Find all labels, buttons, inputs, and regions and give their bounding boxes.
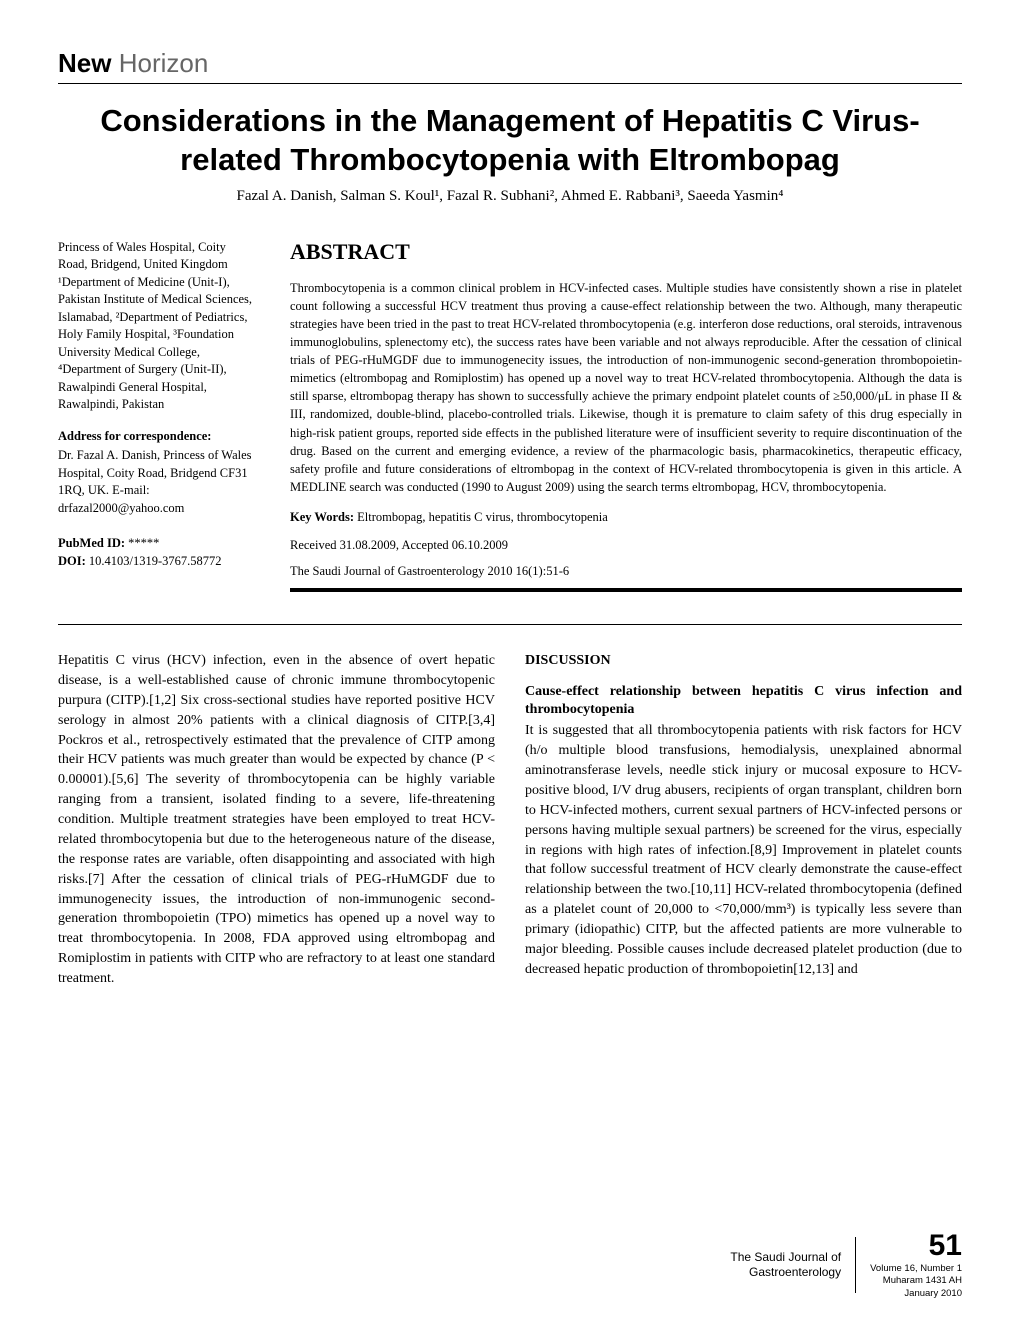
journal-line1: The Saudi Journal of	[730, 1250, 841, 1266]
correspondence-heading: Address for correspondence:	[58, 428, 254, 446]
footer-divider	[855, 1237, 856, 1293]
affiliations: Princess of Wales Hospital, Coity Road, …	[58, 239, 254, 414]
correspondence: Dr. Fazal A. Danish, Princess of Wales H…	[58, 447, 254, 517]
pubmed-value: *****	[125, 536, 159, 550]
body-separator	[58, 624, 962, 625]
left-column: Hepatitis C virus (HCV) infection, even …	[58, 651, 495, 989]
section-header: New Horizon	[58, 48, 962, 79]
header-rule	[58, 83, 962, 84]
keywords-label: Key Words:	[290, 510, 354, 524]
article-title: Considerations in the Management of Hepa…	[58, 102, 962, 180]
journal-name: The Saudi Journal of Gastroenterology	[730, 1250, 841, 1281]
received-line: Received 31.08.2009, Accepted 06.10.2009	[290, 537, 962, 555]
right-column-text: It is suggested that all thrombocytopeni…	[525, 721, 962, 979]
body-columns: Hepatitis C virus (HCV) infection, even …	[58, 651, 962, 989]
section-light: Horizon	[119, 48, 209, 78]
abstract-heading: ABSTRACT	[290, 239, 962, 265]
author-list: Fazal A. Danish, Salman S. Koul¹, Fazal …	[58, 188, 962, 205]
abstract-column: ABSTRACT Thrombocytopenia is a common cl…	[290, 239, 962, 597]
page-block: 51 Volume 16, Number 1 Muharam 1431 AH J…	[870, 1231, 962, 1300]
subsection-heading: Cause-effect relationship between hepati…	[525, 683, 962, 719]
keywords-text: Eltrombopag, hepatitis C virus, thromboc…	[354, 510, 608, 524]
doi-line: DOI: 10.4103/1319-3767.58772	[58, 553, 254, 571]
doi-value: 10.4103/1319-3767.58772	[86, 554, 222, 568]
right-column: DISCUSSION Cause-effect relationship bet…	[525, 651, 962, 989]
abstract-text: Thrombocytopenia is a common clinical pr…	[290, 279, 962, 497]
journal-line2: Gastroenterology	[730, 1265, 841, 1281]
keywords: Key Words: Eltrombopag, hepatitis C viru…	[290, 510, 962, 525]
doi-label: DOI:	[58, 554, 86, 568]
discussion-heading: DISCUSSION	[525, 651, 962, 671]
page-number: 51	[870, 1231, 962, 1261]
citation-line: The Saudi Journal of Gastroenterology 20…	[290, 563, 962, 581]
sidebar: Princess of Wales Hospital, Coity Road, …	[58, 239, 254, 597]
issue-info: Volume 16, Number 1 Muharam 1431 AH Janu…	[870, 1263, 962, 1300]
issue-line2: Muharam 1431 AH	[870, 1275, 962, 1287]
section-bold: New	[58, 48, 111, 78]
pubmed-line: PubMed ID: *****	[58, 535, 254, 553]
issue-line3: January 2010	[870, 1288, 962, 1300]
page-footer: The Saudi Journal of Gastroenterology 51…	[730, 1231, 962, 1300]
issue-line1: Volume 16, Number 1	[870, 1263, 962, 1275]
thick-rule	[290, 588, 962, 592]
pubmed-label: PubMed ID:	[58, 536, 125, 550]
meta-row: Princess of Wales Hospital, Coity Road, …	[58, 239, 962, 597]
